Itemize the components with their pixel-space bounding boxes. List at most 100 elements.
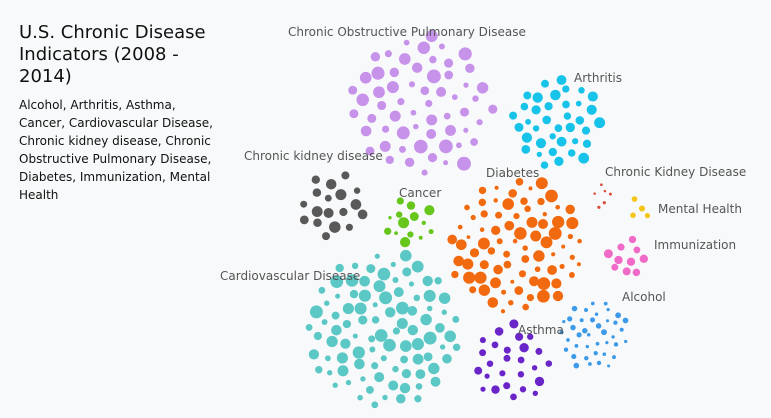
bubble-point[interactable] [565, 122, 575, 133]
bubble-point[interactable] [537, 218, 549, 230]
bubble-point[interactable] [479, 260, 489, 270]
bubble-point[interactable] [392, 327, 400, 335]
bubble-point[interactable] [480, 210, 488, 218]
bubble-point[interactable] [487, 297, 499, 308]
bubble-point[interactable] [633, 246, 641, 254]
bubble-point[interactable] [587, 91, 598, 102]
bubble-point[interactable] [409, 212, 419, 221]
bubble-point[interactable] [360, 376, 366, 382]
bubble-point[interactable] [491, 385, 500, 394]
bubble-point[interactable] [589, 317, 596, 323]
bubble-point[interactable] [455, 239, 467, 251]
bubble-point[interactable] [556, 75, 567, 85]
bubble-point[interactable] [429, 55, 437, 64]
bubble-point[interactable] [308, 349, 320, 360]
bubble-point[interactable] [514, 227, 527, 240]
bubble-point[interactable] [603, 301, 608, 306]
bubble-point[interactable] [607, 364, 611, 368]
bubble-point[interactable] [626, 257, 636, 266]
bubble-point[interactable] [521, 145, 531, 154]
bubble-point[interactable] [388, 380, 399, 391]
bubble-point[interactable] [392, 365, 399, 373]
bubble-point[interactable] [345, 223, 353, 231]
bubble-point[interactable] [398, 53, 411, 65]
bubble-point[interactable] [311, 206, 323, 218]
bubble-point[interactable] [357, 394, 363, 401]
bubble-point[interactable] [399, 382, 411, 394]
bubble-point[interactable] [632, 268, 641, 277]
bubble-point[interactable] [422, 275, 433, 287]
bubble-point[interactable] [570, 324, 576, 331]
bubble-point[interactable] [541, 79, 549, 88]
bubble-point[interactable] [324, 300, 330, 306]
bubble-point[interactable] [615, 312, 621, 319]
bubble-point[interactable] [394, 231, 398, 235]
bubble-point[interactable] [374, 329, 388, 342]
bubble-point[interactable] [342, 303, 354, 315]
bubble-point[interactable] [371, 401, 379, 409]
bubble-point[interactable] [354, 302, 367, 315]
bubble-point[interactable] [399, 145, 406, 153]
bubble-point[interactable] [372, 302, 378, 308]
bubble-point[interactable] [434, 277, 442, 285]
bubble-point[interactable] [639, 254, 648, 263]
bubble-point[interactable] [547, 265, 557, 275]
bubble-point[interactable] [595, 323, 602, 329]
bubble-point[interactable] [463, 271, 476, 284]
bubble-point[interactable] [503, 260, 512, 269]
bubble-point[interactable] [624, 339, 628, 344]
bubble-point[interactable] [309, 305, 323, 319]
bubble-point[interactable] [426, 129, 437, 139]
bubble-point[interactable] [503, 382, 511, 390]
bubble-point[interactable] [388, 216, 392, 220]
bubble-point[interactable] [566, 338, 570, 342]
bubble-point[interactable] [426, 69, 441, 84]
bubble-point[interactable] [373, 280, 386, 293]
bubble-point[interactable] [491, 225, 501, 236]
bubble-point[interactable] [356, 93, 369, 107]
bubble-point[interactable] [503, 250, 510, 258]
bubble-point[interactable] [499, 370, 506, 377]
bubble-point[interactable] [552, 290, 564, 302]
bubble-point[interactable] [441, 309, 447, 315]
bubble-point[interactable] [619, 327, 624, 332]
bubble-point[interactable] [567, 149, 576, 157]
bubble-point[interactable] [493, 198, 498, 203]
bubble-point[interactable] [613, 320, 618, 325]
bubble-point[interactable] [596, 360, 602, 366]
bubble-point[interactable] [383, 338, 396, 352]
bubble-point[interactable] [638, 205, 646, 212]
bubble-point[interactable] [470, 214, 476, 221]
bubble-point[interactable] [563, 112, 572, 120]
bubble-point[interactable] [335, 189, 347, 201]
bubble-point[interactable] [517, 356, 525, 364]
bubble-point[interactable] [503, 354, 511, 362]
bubble-point[interactable] [532, 125, 540, 132]
bubble-point[interactable] [305, 323, 313, 331]
bubble-point[interactable] [403, 39, 410, 46]
bubble-point[interactable] [445, 124, 456, 136]
bubble-point[interactable] [418, 235, 423, 240]
bubble-point[interactable] [573, 362, 580, 369]
bubble-point[interactable] [469, 248, 480, 258]
bubble-point[interactable] [605, 340, 609, 345]
bubble-point[interactable] [397, 98, 405, 106]
bubble-point[interactable] [442, 354, 452, 364]
bubble-point[interactable] [351, 262, 359, 270]
bubble-point[interactable] [408, 281, 415, 287]
bubble-point[interactable] [300, 200, 308, 208]
bubble-point[interactable] [315, 365, 323, 374]
bubble-point[interactable] [326, 335, 338, 348]
bubble-point[interactable] [410, 109, 417, 116]
bubble-point[interactable] [428, 229, 434, 235]
bubble-point[interactable] [548, 147, 557, 157]
bubble-point[interactable] [331, 311, 340, 320]
bubble-point[interactable] [509, 111, 518, 120]
bubble-point[interactable] [384, 227, 392, 235]
bubble-point[interactable] [576, 262, 581, 267]
bubble-point[interactable] [520, 102, 529, 111]
bubble-point[interactable] [368, 335, 376, 343]
bubble-point[interactable] [542, 212, 547, 217]
bubble-point[interactable] [583, 307, 589, 313]
bubble-point[interactable] [325, 178, 337, 190]
